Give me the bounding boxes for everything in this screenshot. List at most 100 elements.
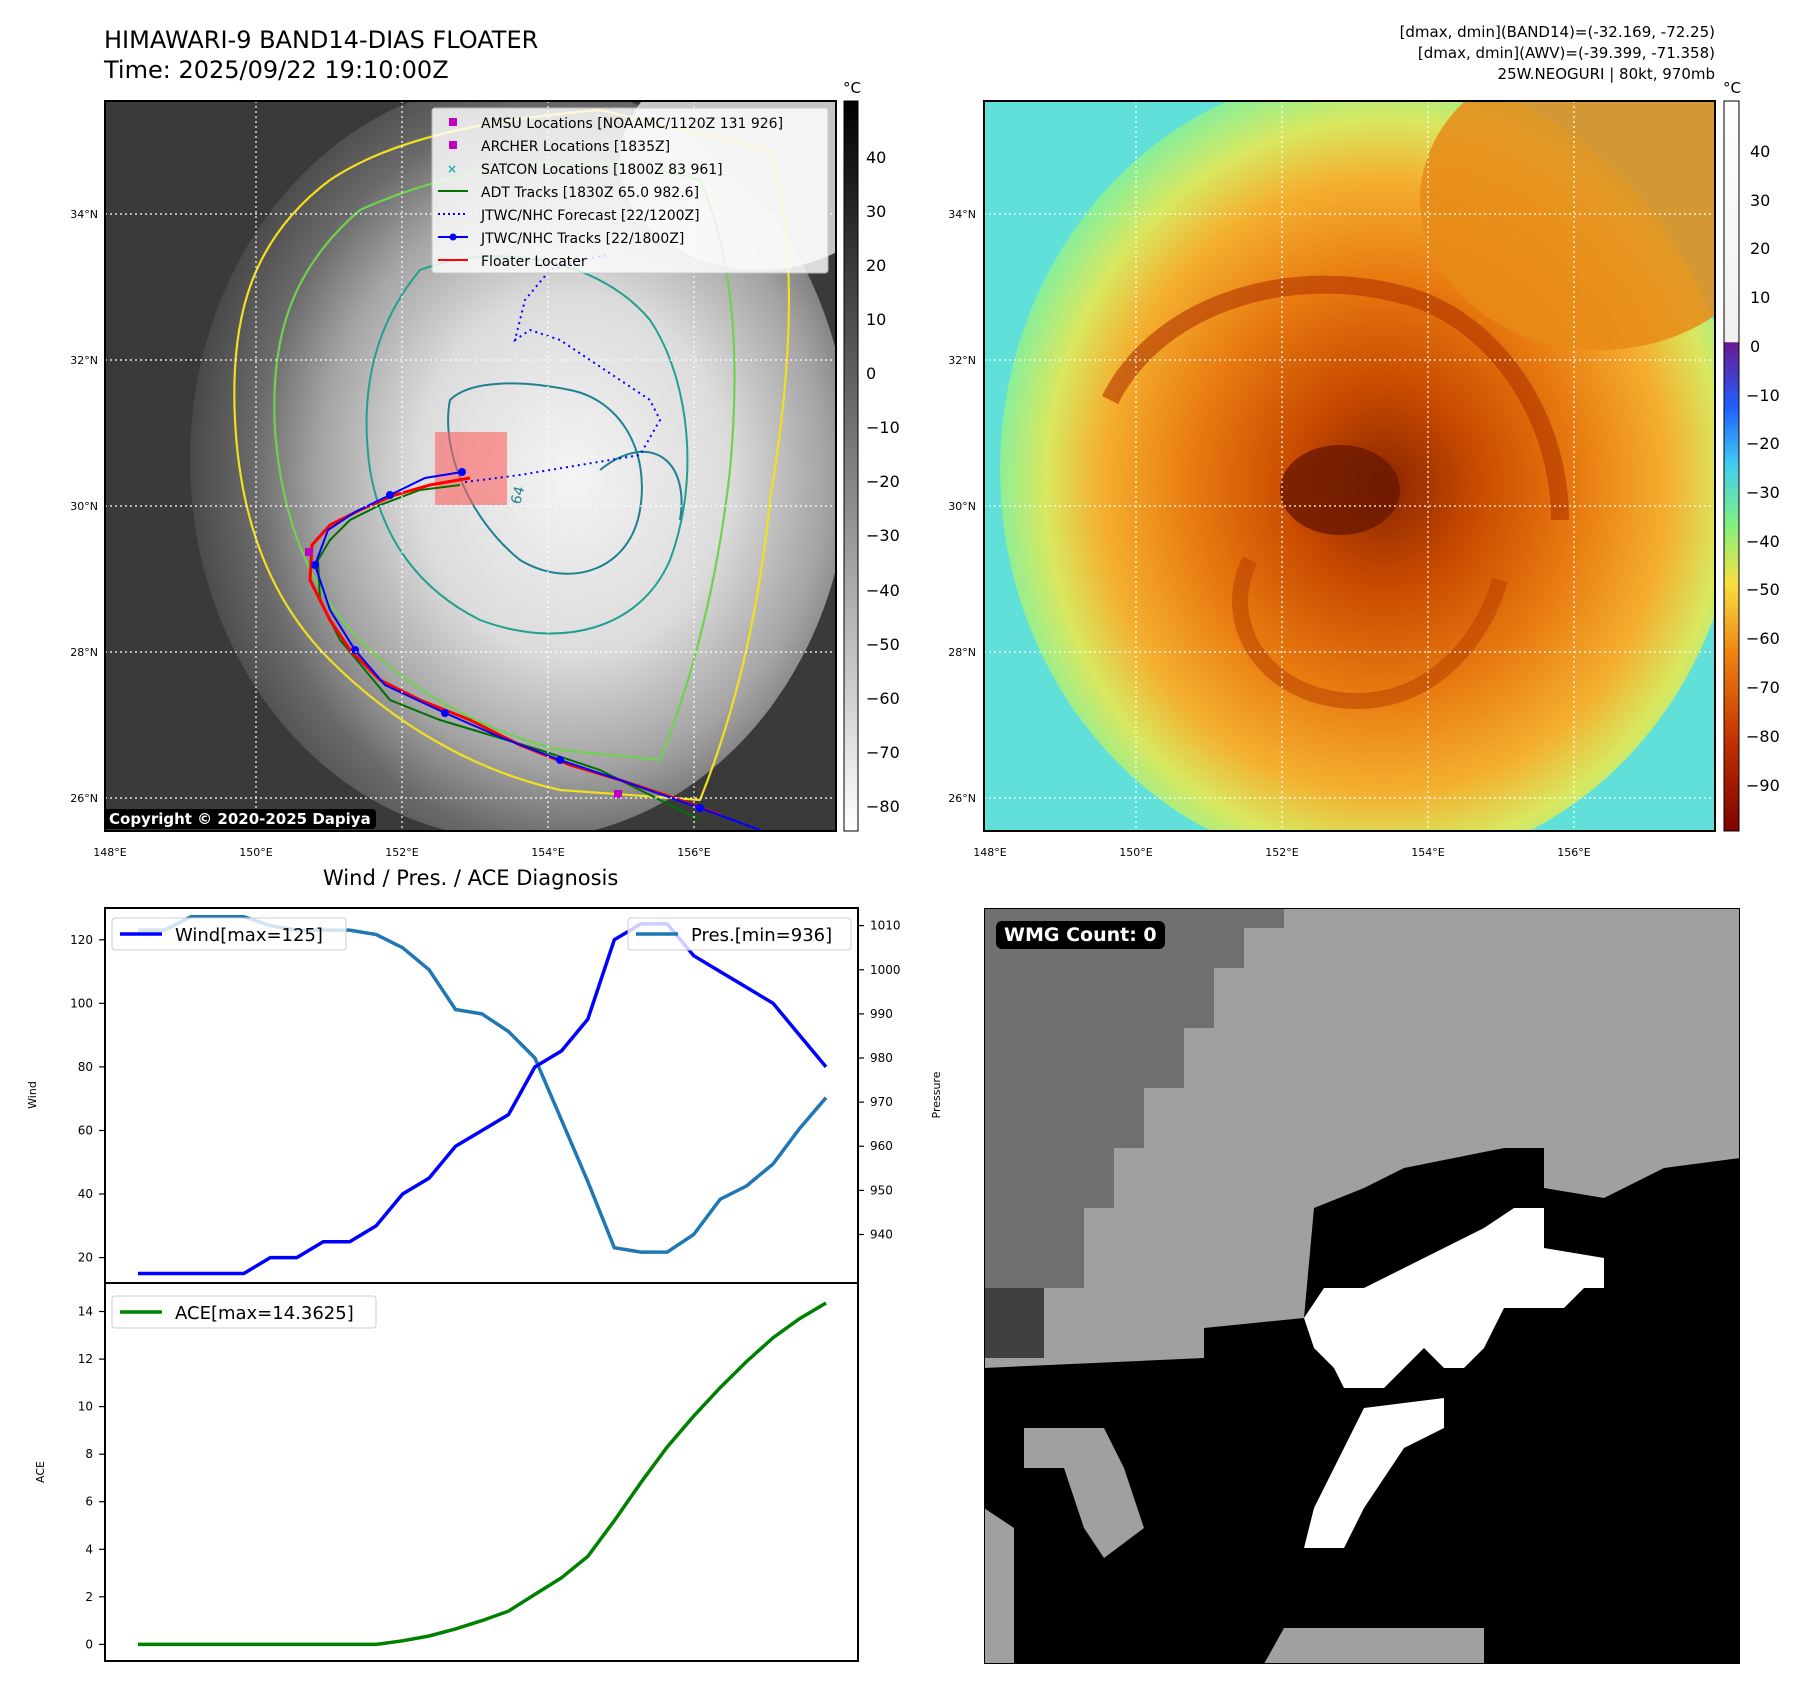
svg-text:26°N: 26°N xyxy=(948,792,976,805)
wmg-white-region xyxy=(1304,1208,1604,1388)
ace-panel xyxy=(104,1282,859,1662)
contour-teal-core xyxy=(447,382,643,575)
svg-text:28°N: 28°N xyxy=(70,646,98,659)
legend-label-amsu: AMSU Locations [NOAAMC/1120Z 131 926] xyxy=(481,116,783,132)
adt-track xyxy=(316,484,701,821)
axis-tick-label: 60 xyxy=(78,1124,93,1138)
svg-text:156°E: 156°E xyxy=(677,846,710,859)
svg-text:154°E: 154°E xyxy=(531,846,564,859)
axis-tick-label: 20 xyxy=(78,1251,93,1265)
diagnosis-title: Wind / Pres. / ACE Diagnosis xyxy=(323,866,619,890)
svg-text:−20: −20 xyxy=(866,472,900,491)
gray-colorbar-unit: °C xyxy=(843,79,861,97)
legend-marker-satcon: × xyxy=(447,162,457,176)
svg-text:32°N: 32°N xyxy=(70,354,98,367)
contour-teal-inner xyxy=(365,255,689,635)
axis-tick-label: 120 xyxy=(70,933,93,947)
info-storm: 25W.NEOGURI | 80kt, 970mb xyxy=(1497,65,1715,83)
svg-text:0: 0 xyxy=(1750,337,1760,356)
awv-map: 34°N 32°N 30°N 28°N 26°N 148°E 150°E 152… xyxy=(948,79,1780,859)
legend-label-satcon: SATCON Locations [1800Z 83 961] xyxy=(481,162,723,178)
wind-pres-panel xyxy=(104,907,859,1284)
svg-text:40: 40 xyxy=(866,148,886,167)
axis-tick-label: 1000 xyxy=(870,963,901,977)
svg-text:−70: −70 xyxy=(866,743,900,762)
axis-tick-label: 960 xyxy=(870,1139,893,1153)
axis-tick-label: 4 xyxy=(85,1542,93,1556)
band14-map: 64 × AMSU Loc xyxy=(70,79,900,859)
axis-tick-label: 970 xyxy=(870,1095,893,1109)
svg-text:−30: −30 xyxy=(1746,483,1780,502)
svg-text:0: 0 xyxy=(866,364,876,383)
svg-text:−80: −80 xyxy=(866,797,900,816)
wind-axis-label: Wind xyxy=(26,1081,39,1109)
left-lon-labels: 148°E 150°E 152°E 154°E 156°E xyxy=(93,846,710,859)
svg-text:26°N: 26°N xyxy=(70,792,98,805)
svg-text:−30: −30 xyxy=(866,526,900,545)
wmg-count-badge: WMG Count: 0 xyxy=(996,921,1165,949)
axis-tick-label: 12 xyxy=(78,1352,93,1366)
svg-text:32°N: 32°N xyxy=(948,354,976,367)
legend-label-floater: Floater Locater xyxy=(481,254,587,270)
wmg-dark-gray-region xyxy=(984,908,1284,1288)
svg-text:150°E: 150°E xyxy=(1119,846,1152,859)
awv-colorbar xyxy=(1723,100,1740,832)
ace-axis-label: ACE xyxy=(34,1461,47,1483)
axis-tick-label: 950 xyxy=(870,1183,893,1197)
svg-text:−40: −40 xyxy=(866,581,900,600)
axis-tick-label: 14 xyxy=(78,1305,93,1319)
info-band14: [dmax, dmin](BAND14)=(-32.169, -72.25) xyxy=(1399,23,1715,41)
ace-axis-ticks: 0 2 4 6 8 10 12 14 xyxy=(78,1305,105,1651)
svg-text:−60: −60 xyxy=(1746,629,1780,648)
track-legend: × AMSU Locations [NOAAMC/1120Z 131 926] … xyxy=(431,107,829,274)
svg-text:150°E: 150°E xyxy=(239,846,272,859)
svg-text:148°E: 148°E xyxy=(973,846,1006,859)
svg-text:152°E: 152°E xyxy=(1265,846,1298,859)
legend-marker-archer xyxy=(449,141,457,149)
axis-tick-label: 990 xyxy=(870,1007,893,1021)
pres-legend-label: Pres.[min=936] xyxy=(691,925,832,946)
svg-text:20: 20 xyxy=(1750,239,1770,258)
amsu-marker xyxy=(614,790,622,798)
gray-colorbar xyxy=(843,100,859,832)
wind-axis-ticks: 20 40 60 80 100 120 xyxy=(70,933,105,1265)
gray-colorbar-ticks: 40 30 20 10 0 −10 −20 −30 −40 −50 −60 −7… xyxy=(866,148,900,816)
svg-text:−50: −50 xyxy=(866,635,900,654)
svg-text:152°E: 152°E xyxy=(385,846,418,859)
pres-legend: Pres.[min=936] xyxy=(627,917,852,951)
legend-label-forecast: JTWC/NHC Forecast [22/1200Z] xyxy=(480,208,700,224)
awv-colorbar-unit: °C xyxy=(1723,79,1741,97)
axis-tick-label: 1010 xyxy=(870,919,901,933)
contour-label: 64 xyxy=(508,485,528,506)
svg-text:30°N: 30°N xyxy=(70,500,98,513)
svg-text:34°N: 34°N xyxy=(70,208,98,221)
figure-title: HIMAWARI-9 BAND14-DIAS FLOATER xyxy=(104,26,539,54)
svg-text:−90: −90 xyxy=(1746,776,1780,795)
axis-tick-label: 980 xyxy=(870,1051,893,1065)
axis-tick-label: 2 xyxy=(85,1590,93,1604)
svg-text:−40: −40 xyxy=(1746,532,1780,551)
svg-text:−50: −50 xyxy=(1746,580,1780,599)
svg-text:−10: −10 xyxy=(866,418,900,437)
axis-tick-label: 100 xyxy=(70,996,93,1010)
right-gridlines xyxy=(984,101,1715,831)
svg-text:30: 30 xyxy=(1750,191,1770,210)
svg-text:−70: −70 xyxy=(1746,678,1780,697)
awv-colorbar-ticks: 40 30 20 10 0 −10 −20 −30 −40 −50 −60 −7… xyxy=(1746,142,1780,795)
archer-marker xyxy=(305,548,313,556)
wmg-panel xyxy=(984,908,1740,1664)
svg-text:30°N: 30°N xyxy=(948,500,976,513)
left-lat-labels: 34°N 32°N 30°N 28°N 26°N xyxy=(70,208,98,805)
svg-text:148°E: 148°E xyxy=(93,846,126,859)
wind-legend-label: Wind[max=125] xyxy=(175,925,323,946)
figure-time: Time: 2025/09/22 19:10:00Z xyxy=(104,56,449,84)
svg-text:−60: −60 xyxy=(866,689,900,708)
ace-series-line xyxy=(138,1301,827,1647)
svg-text:10: 10 xyxy=(866,310,886,329)
axis-tick-label: 0 xyxy=(85,1637,93,1651)
legend-label-jtwc: JTWC/NHC Tracks [22/1800Z] xyxy=(480,231,684,247)
legend-label-archer: ARCHER Locations [1835Z] xyxy=(481,139,670,155)
info-awv: [dmax, dmin](AWV)=(-39.399, -71.358) xyxy=(1417,44,1715,62)
floater-box xyxy=(435,432,507,505)
